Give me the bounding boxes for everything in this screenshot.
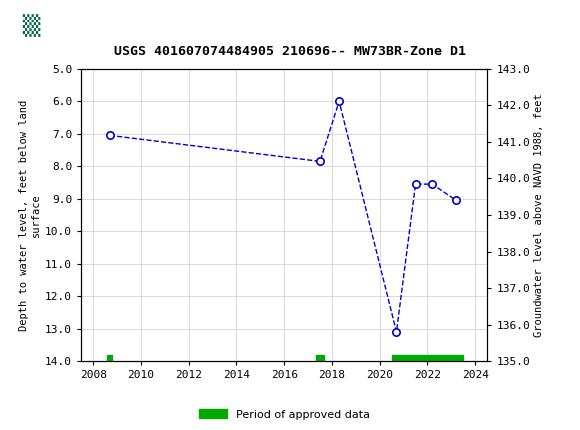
Point bbox=[451, 197, 461, 204]
Text: USGS 401607074484905 210696-- MW73BR-Zone D1: USGS 401607074484905 210696-- MW73BR-Zon… bbox=[114, 45, 466, 58]
Point bbox=[105, 132, 114, 139]
Y-axis label: Groundwater level above NAVD 1988, feet: Groundwater level above NAVD 1988, feet bbox=[534, 93, 544, 337]
Point bbox=[411, 181, 420, 187]
Legend: Period of approved data: Period of approved data bbox=[194, 405, 374, 424]
FancyBboxPatch shape bbox=[5, 4, 57, 47]
Point bbox=[316, 158, 325, 165]
Point bbox=[427, 181, 437, 187]
Y-axis label: Depth to water level, feet below land
surface: Depth to water level, feet below land su… bbox=[19, 99, 41, 331]
Text: ▒: ▒ bbox=[22, 15, 39, 37]
Point bbox=[392, 329, 401, 335]
Point bbox=[335, 98, 344, 105]
Text: USGS: USGS bbox=[81, 17, 136, 35]
